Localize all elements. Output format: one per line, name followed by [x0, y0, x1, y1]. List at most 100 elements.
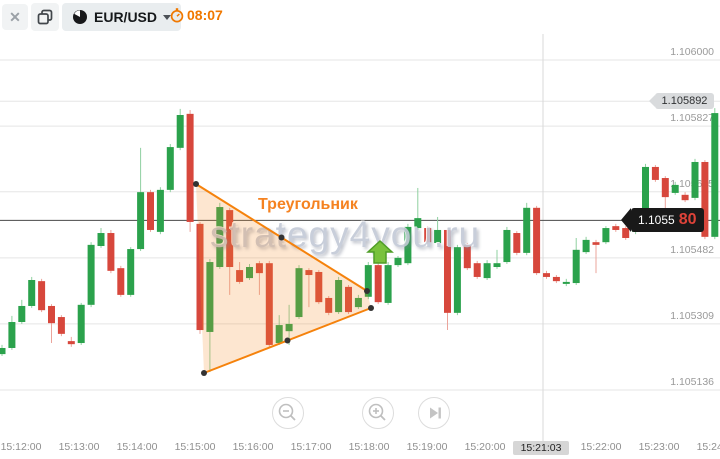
candle — [77, 302, 85, 345]
asset-pair-label: EUR/USD — [94, 9, 158, 25]
price-axis-label: 1.106000 — [670, 46, 714, 58]
candle — [354, 294, 362, 310]
candle — [137, 147, 145, 251]
current-time-badge: 15:21:03 — [513, 441, 569, 455]
candle — [671, 181, 679, 195]
candle — [275, 315, 283, 345]
candle — [483, 260, 491, 280]
candle — [701, 160, 709, 240]
chart-tab-bar: ✕ EUR/USD 08:07 — [0, 0, 720, 34]
candle — [394, 255, 402, 268]
zoom-in-icon — [368, 403, 386, 421]
triangle-handle-dot[interactable] — [201, 370, 207, 376]
candle — [463, 242, 471, 271]
candle — [661, 176, 669, 214]
time-axis-label: 15:12:00 — [0, 441, 42, 453]
triangle-handle-dot[interactable] — [284, 337, 291, 344]
candle — [651, 165, 659, 182]
candle — [216, 202, 224, 269]
candle — [543, 270, 550, 279]
candle — [444, 228, 451, 331]
zoom-out-button[interactable] — [272, 397, 304, 429]
candle — [18, 299, 26, 324]
candle — [97, 228, 105, 248]
duplicate-chart-button[interactable] — [31, 3, 59, 31]
candle — [127, 247, 135, 297]
candle — [0, 344, 6, 357]
candle — [57, 315, 65, 337]
candle — [236, 262, 244, 284]
candle — [186, 110, 194, 232]
quote-price-value: 1.105892 — [661, 95, 708, 108]
time-axis-label: 15:20:00 — [464, 441, 506, 453]
candle — [265, 260, 273, 347]
candle — [147, 189, 154, 232]
candle — [176, 108, 184, 151]
timer-value: 08:07 — [187, 7, 223, 23]
quote-price-badge: 1.105892 — [649, 93, 714, 110]
candle — [453, 244, 461, 316]
time-axis-label: 15:15:00 — [174, 441, 216, 453]
time-axis-label: 15:22:00 — [580, 441, 622, 453]
candle — [166, 144, 174, 193]
candle — [602, 226, 610, 245]
candle — [345, 284, 352, 314]
candle — [28, 276, 36, 308]
current-price-pips: 80 — [678, 211, 697, 229]
current-price-main: 1.1055 — [638, 213, 675, 228]
zoom-in-button[interactable] — [362, 397, 394, 429]
close-icon: ✕ — [9, 8, 21, 25]
zoom-out-icon — [278, 403, 296, 421]
asset-pie-icon — [73, 10, 87, 24]
candle — [503, 226, 511, 264]
asset-selector[interactable]: EUR/USD — [62, 3, 182, 31]
candle — [711, 108, 719, 240]
candle — [552, 275, 560, 284]
time-axis-label: 15:16:00 — [232, 441, 274, 453]
candle — [404, 223, 412, 266]
candle — [513, 231, 521, 256]
price-axis-label: 1.105827 — [670, 112, 714, 125]
chevron-down-icon — [163, 14, 172, 20]
time-axis-label: 15:24:00 — [696, 441, 720, 453]
candle — [246, 263, 253, 280]
triangle-handle-dot[interactable] — [193, 181, 199, 187]
candle — [325, 296, 333, 316]
candle — [473, 260, 481, 279]
candle — [335, 276, 343, 314]
candle — [414, 187, 422, 230]
candle — [107, 229, 115, 274]
chart-controls — [0, 395, 720, 431]
price-axis-label: 1.105482 — [670, 243, 714, 256]
triangle-handle-dot[interactable] — [368, 305, 374, 311]
stopwatch-icon — [170, 8, 184, 23]
triangle-handle-dot[interactable] — [278, 234, 285, 241]
candle — [493, 249, 501, 269]
candle — [523, 202, 531, 256]
pattern-label: Треугольник — [258, 196, 358, 213]
candle — [612, 223, 620, 232]
up-arrow-icon — [366, 239, 394, 264]
price-axis-label: 1.105309 — [670, 309, 714, 322]
candle — [38, 278, 46, 313]
close-chart-button[interactable]: ✕ — [2, 4, 28, 30]
triangle-handle-dot[interactable] — [364, 288, 370, 294]
duplicate-icon — [37, 9, 53, 25]
candle — [305, 268, 313, 308]
time-axis-label: 15:14:00 — [116, 441, 158, 453]
candle — [226, 207, 234, 295]
time-axis-label: 15:13:00 — [58, 441, 100, 453]
candle — [87, 242, 95, 308]
candle — [691, 158, 699, 201]
go-to-latest-button[interactable] — [418, 397, 450, 429]
candle — [582, 236, 590, 255]
candle — [206, 258, 214, 373]
candle — [255, 260, 263, 295]
skip-to-end-icon — [430, 407, 441, 419]
time-axis-label: 15:19:00 — [406, 441, 448, 453]
candle — [384, 262, 392, 305]
